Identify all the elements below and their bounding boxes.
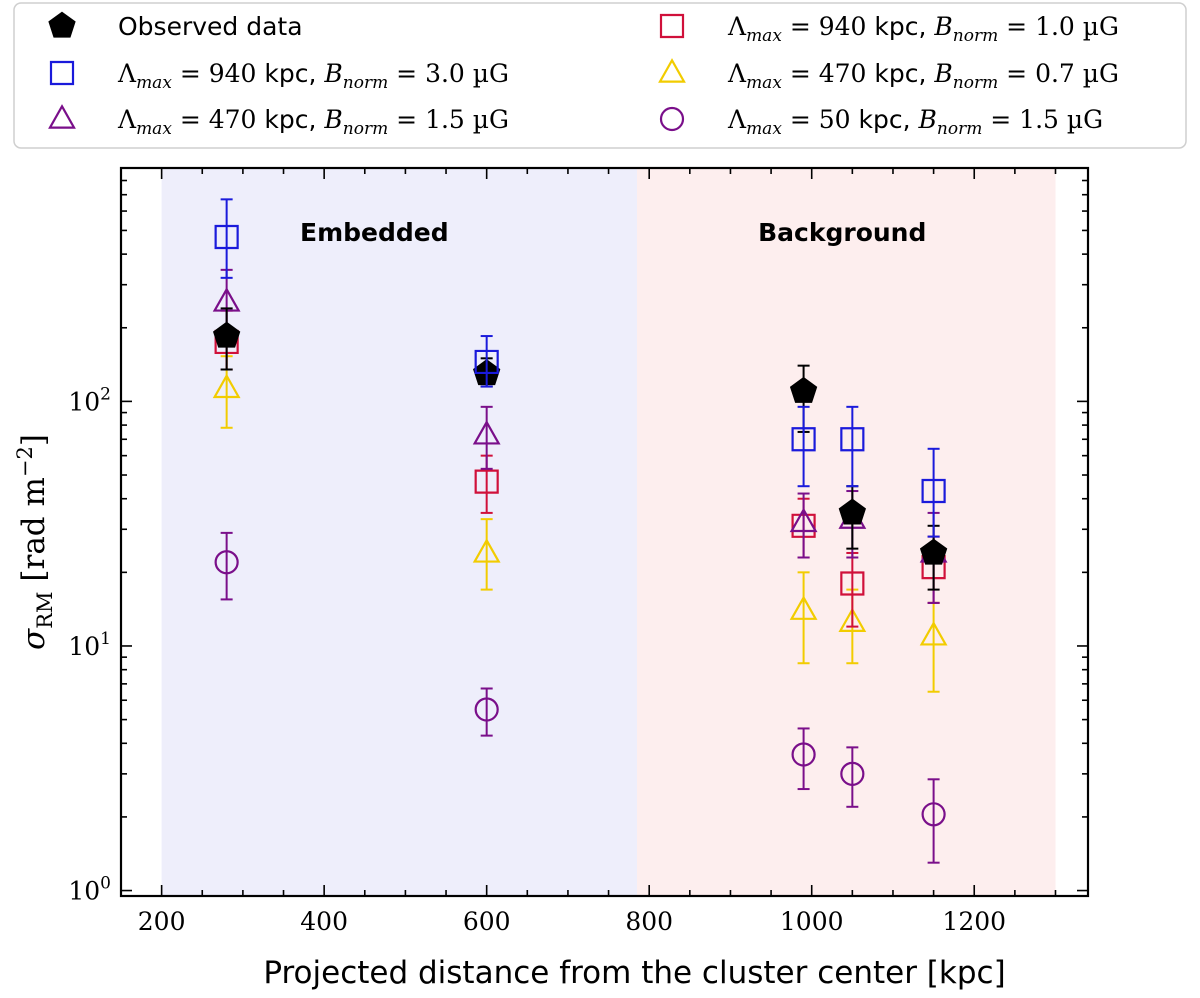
y-tick-label: 101	[68, 629, 111, 661]
data-point-square	[214, 224, 239, 250]
legend-label: Λmax = 470 kpc, Bnorm = 1.5 µG	[117, 105, 509, 139]
data-point-square	[791, 427, 816, 452]
legend-marker-pentagon	[48, 11, 76, 38]
data-point-triangle	[472, 538, 501, 563]
data-point-square	[474, 469, 499, 494]
data-point-circle	[214, 550, 239, 575]
data-point-circle	[840, 761, 865, 786]
data-point-triangle	[919, 620, 948, 646]
y-tick-label: 100	[68, 874, 111, 906]
data-point-triangle	[838, 607, 867, 632]
legend-marker-triangle	[658, 58, 686, 83]
legend-marker-circle	[659, 106, 685, 132]
data-point-square	[840, 571, 865, 596]
data-point-circle	[791, 742, 816, 767]
data-point-circle	[474, 697, 499, 722]
regions: Embedded Background	[161, 168, 1056, 896]
data-point-triangle	[212, 373, 241, 399]
data-point-square	[921, 478, 946, 504]
region-label: Embedded	[300, 218, 449, 247]
legend-label: Λmax = 470 kpc, Bnorm = 0.7 µG	[727, 59, 1119, 93]
legend-marker-triangle	[48, 104, 76, 129]
y-tick-label: 102	[68, 384, 111, 416]
legend-label: Λmax = 940 kpc, Bnorm = 1.0 µG	[727, 12, 1119, 46]
series	[212, 198, 948, 864]
legend-marker-square	[49, 60, 75, 86]
data-point-triangle	[472, 419, 501, 445]
plot-frame	[119, 166, 1090, 898]
x-tick-label: 600	[463, 907, 511, 936]
legend-box	[13, 2, 1187, 149]
data-point-pentagon	[789, 376, 818, 403]
data-point-triangle	[789, 507, 818, 533]
series-1	[214, 198, 946, 538]
x-axis-label: Projected distance from the cluster cent…	[263, 955, 1005, 991]
data-point-pentagon	[212, 321, 241, 348]
series-5	[214, 531, 946, 864]
legend-entry: Observed data	[48, 11, 303, 41]
data-point-circle	[921, 802, 946, 827]
legend-label: Λmax = 940 kpc, Bnorm = 3.0 µG	[117, 59, 509, 93]
data-point-pentagon	[838, 498, 867, 525]
region-embedded	[161, 168, 638, 896]
region-background	[637, 168, 1056, 896]
legend-label: Observed data	[118, 12, 303, 41]
data-point-square	[474, 349, 499, 375]
data-point-pentagon	[919, 538, 948, 565]
legend-entry: Λmax = 470 kpc, Bnorm = 0.7 µG	[658, 58, 1119, 93]
x-tick-label: 1000	[780, 907, 844, 936]
legend-entry: Λmax = 50 kpc, Bnorm = 1.5 µG	[659, 105, 1103, 139]
legend-label: Λmax = 50 kpc, Bnorm = 1.5 µG	[727, 105, 1103, 139]
region-label: Background	[758, 218, 926, 247]
x-tick-label: 800	[625, 907, 673, 936]
axes: 200 400 600 800 1000 1200 100 101 102	[68, 166, 1090, 936]
x-tick-label: 400	[300, 907, 348, 936]
legend-entry: Λmax = 940 kpc, Bnorm = 3.0 µG	[49, 59, 509, 93]
x-tick-label: 1200	[942, 907, 1006, 936]
axis-labels: Projected distance from the cluster cent…	[13, 434, 1006, 991]
legend-marker-square	[659, 13, 685, 39]
legend-entry: Λmax = 940 kpc, Bnorm = 1.0 µG	[659, 12, 1119, 46]
data-point-square	[840, 427, 865, 452]
y-axis-label: σRM [rad m−2]	[13, 434, 57, 650]
data-point-triangle	[789, 595, 818, 620]
x-tick-label: 200	[138, 907, 186, 936]
legend: Observed data Λmax = 940 kpc, Bnorm = 3.0…	[13, 2, 1187, 149]
legend-entry: Λmax = 470 kpc, Bnorm = 1.5 µG	[48, 104, 509, 139]
